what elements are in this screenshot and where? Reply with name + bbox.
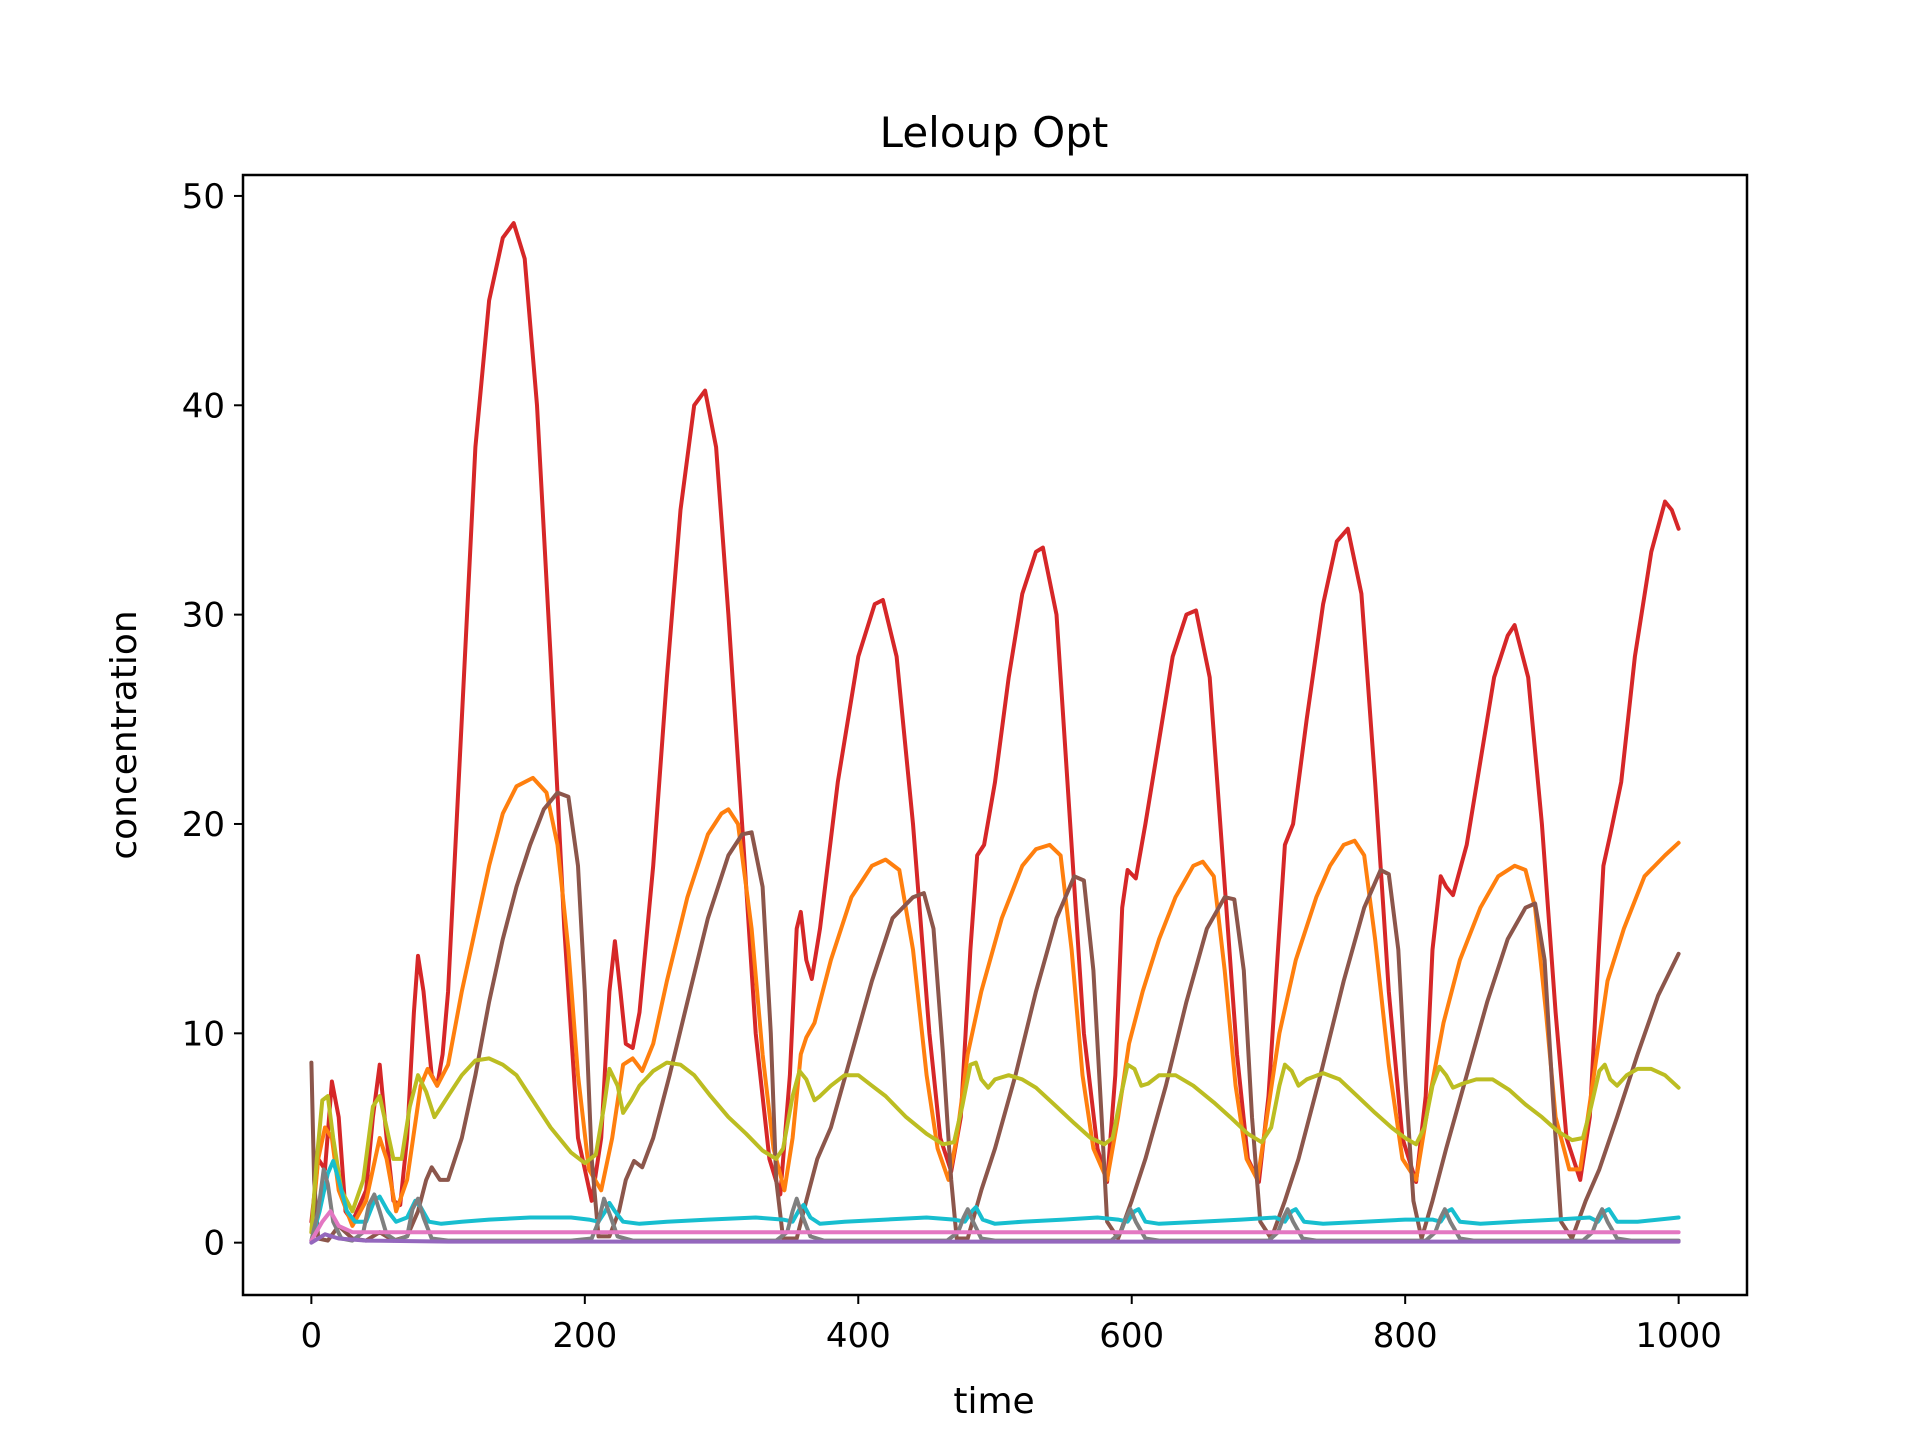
y-tick-label: 30 [182,596,225,636]
series-line-3 [309,790,1681,1243]
series-line-1 [309,221,1681,1224]
x-tick-label: 400 [826,1316,891,1356]
chart-title: Leloup Opt [880,108,1109,157]
plot-area-frame [241,173,1749,1297]
series-layer [309,221,1681,1245]
x-tick-label: 800 [1373,1316,1438,1356]
y-tick-label: 20 [182,805,225,845]
series-line-5 [309,1159,1681,1243]
series-line-8 [309,1232,1681,1245]
x-tick-label: 1000 [1635,1316,1722,1356]
x-axis-label: time [953,1381,1034,1422]
y-tick-label: 40 [182,386,225,426]
series-line-2 [309,775,1681,1235]
x-tick-label: 600 [1099,1316,1164,1356]
y-axis-label: concentration [104,610,145,859]
y-tick-label: 10 [182,1014,225,1054]
y-axis-ticks: 0 10 20 30 40 50 [182,177,243,1264]
x-tick-label: 0 [301,1316,323,1356]
series-line-4 [309,1056,1681,1235]
x-axis-ticks: 0 200 400 600 800 1000 [301,1295,1722,1356]
y-tick-label: 50 [182,177,225,217]
series-line-7 [309,1209,1681,1243]
y-tick-label: 0 [203,1224,225,1264]
series-line-6 [309,1167,1681,1243]
x-tick-label: 200 [552,1316,617,1356]
